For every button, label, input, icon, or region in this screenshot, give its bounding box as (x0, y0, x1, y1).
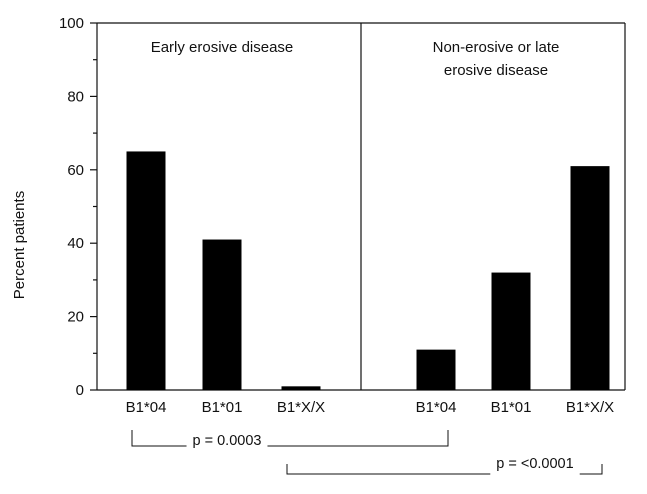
comparison-bracket (286, 464, 603, 475)
y-tick-label: 100 (59, 15, 84, 32)
y-tick-label: 60 (67, 162, 84, 179)
group-label: erosive disease (444, 62, 548, 79)
y-ticks: 0 20 40 60 80 100 (59, 15, 97, 399)
y-tick-label: 20 (67, 309, 84, 326)
bar (491, 272, 531, 390)
bar (126, 151, 166, 390)
x-tick-label: B1*X/X (566, 399, 614, 416)
x-tick-label: B1*X/X (277, 399, 325, 416)
y-tick-label: 40 (67, 235, 84, 252)
x-tick-label: B1*04 (416, 399, 457, 416)
group-label: Non-erosive or late (433, 39, 560, 56)
axes (96, 22, 626, 391)
y-tick-label: 80 (67, 88, 84, 105)
p-value-label: p = 0.0003 (193, 433, 262, 449)
bars (126, 151, 610, 390)
x-tick-label: B1*01 (491, 399, 532, 416)
group-labels: Early erosive disease Non-erosive or late… (151, 39, 560, 79)
comparison-bracket (131, 430, 449, 447)
y-tick-label: 0 (76, 382, 84, 399)
group-label: Early erosive disease (151, 39, 294, 56)
x-tick-label: B1*01 (202, 399, 243, 416)
p-value-label: p = <0.0001 (496, 456, 573, 472)
comparison-brackets: p = 0.0003 p = <0.0001 (131, 430, 603, 475)
bar (281, 386, 321, 390)
bar (416, 349, 456, 390)
x-tick-label: B1*04 (126, 399, 167, 416)
y-axis-label: Percent patients (11, 191, 28, 299)
bar (570, 166, 610, 390)
x-tick-labels: B1*04 B1*01 B1*X/X B1*04 B1*01 B1*X/X (126, 399, 615, 416)
bar (202, 239, 242, 390)
